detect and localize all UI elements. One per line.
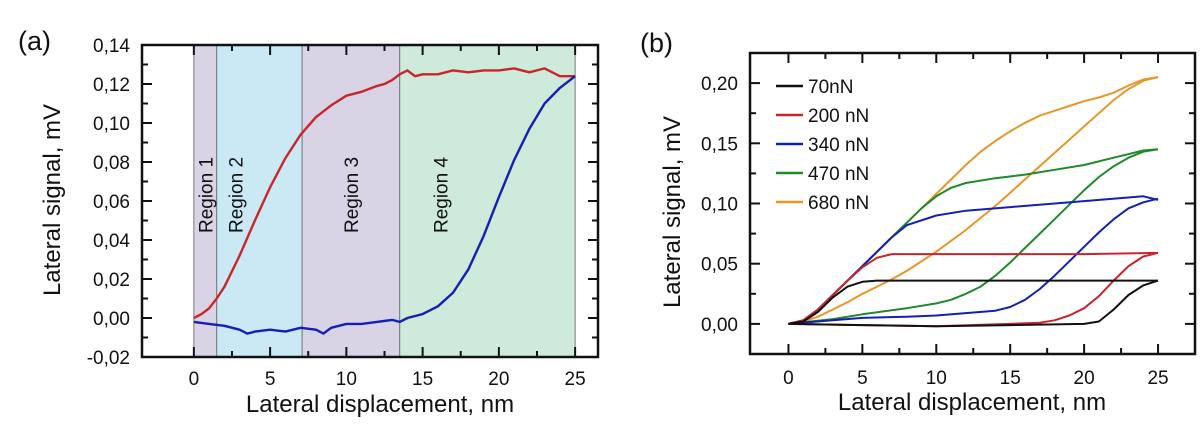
legend: 70nN 200 nN 340 nN 470 nN 680 nN — [776, 77, 869, 214]
y-tick-label: 0,02 — [93, 270, 130, 291]
y-tick-label: 0,04 — [93, 231, 130, 252]
y-tick-label: 0,15 — [701, 134, 738, 155]
x-tick-label: 10 — [336, 369, 357, 390]
y-tick-label: 0,06 — [93, 192, 130, 213]
x-axis-label: Lateral displacement, nm — [838, 389, 1106, 416]
y-tick-label: 0,08 — [93, 153, 130, 174]
region-labels: Region 1 Region 2 Region 3 Region 4 — [196, 157, 452, 233]
region-band — [399, 44, 576, 358]
x-tick-label: 5 — [857, 368, 868, 389]
legend-item: 340 nN — [776, 135, 869, 156]
series-line-forward-70nN — [788, 279, 1158, 325]
panel-b-label: (b) — [640, 28, 673, 58]
x-tick-label: 15 — [412, 369, 433, 390]
x-tick-label: 20 — [1074, 368, 1095, 389]
legend-item: 200 nN — [776, 106, 869, 127]
y-tick-label: 0,14 — [93, 36, 130, 57]
y-axis-label: Lateral signal, mV — [39, 104, 66, 296]
y-tick-label: 0,00 — [93, 309, 130, 330]
x-axis-ticks: 0 5 10 15 20 25 — [189, 45, 586, 390]
x-tick-label: 25 — [1147, 368, 1168, 389]
series-line-forward-200nN — [788, 251, 1159, 325]
x-tick-label: 10 — [926, 368, 947, 389]
legend-label: 680 nN — [808, 193, 869, 214]
x-tick-label: 15 — [1000, 368, 1021, 389]
y-tick-label: 0,20 — [701, 74, 738, 95]
region-label: Region 2 — [227, 157, 248, 233]
series-lines — [788, 76, 1159, 328]
y-tick-label: 0,05 — [701, 255, 738, 276]
panel-a-label: (a) — [18, 26, 51, 56]
x-tick-label: 0 — [783, 368, 794, 389]
series-line-backward-340nN — [788, 197, 1159, 325]
x-axis-label: Lateral displacement, nm — [246, 391, 514, 418]
panel-b: (b) 0 5 10 15 20 25 0,00 0,05 0,10 0,15 0,20 70nN… — [640, 28, 1197, 416]
legend-label: 70nN — [808, 77, 853, 98]
legend-item: 680 nN — [776, 193, 869, 214]
y-tick-label: 0,12 — [93, 75, 130, 96]
series-line-forward — [193, 67, 576, 320]
y-axis-ticks: -0,02 0,00 0,02 0,04 0,06 0,08 0,10 0,12 0,14 — [87, 36, 598, 369]
region-label: Region 4 — [432, 157, 453, 233]
series-line-backward-470nN — [788, 148, 1159, 325]
series-line-backward-70nN — [788, 279, 1159, 328]
region-band — [216, 44, 303, 358]
y-tick-label: 0,10 — [93, 114, 130, 135]
y-tick-label: 0,00 — [701, 315, 738, 336]
region-bands — [193, 44, 576, 358]
y-axis-ticks: 0,00 0,05 0,10 0,15 0,20 — [701, 52, 1195, 336]
legend-item: 70nN — [776, 77, 853, 98]
x-tick-label: 25 — [565, 369, 586, 390]
y-axis-label: Lateral signal, mV — [659, 116, 686, 308]
series-line-backward — [193, 75, 576, 335]
series-lines — [193, 67, 576, 335]
y-tick-label: 0,10 — [701, 195, 738, 216]
x-tick-label: 0 — [189, 369, 200, 390]
region-label: Region 1 — [196, 157, 217, 233]
x-axis-ticks: 0 5 10 15 20 25 — [783, 53, 1169, 389]
legend-label: 340 nN — [808, 135, 869, 156]
y-tick-label: -0,02 — [87, 348, 130, 369]
x-tick-label: 5 — [265, 369, 276, 390]
x-tick-label: 20 — [488, 369, 509, 390]
legend-label: 470 nN — [808, 164, 869, 185]
panel-a: (a) Region 1 Region 2 Region 3 Region 4 0 5 1… — [18, 26, 600, 418]
series-line-backward-680nN — [788, 76, 1159, 325]
legend-item: 470 nN — [776, 164, 869, 185]
region-label: Region 3 — [342, 157, 363, 233]
legend-label: 200 nN — [808, 106, 869, 127]
